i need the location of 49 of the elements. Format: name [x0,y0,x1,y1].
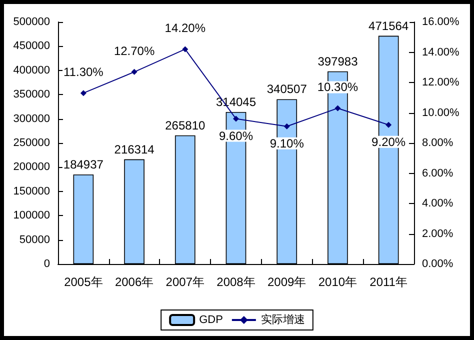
y-tick-label: 300000 [13,112,50,125]
legend-label: 实际增速 [260,313,305,326]
point [334,105,341,112]
y2-tick-label: 0.00% [422,258,454,270]
x-tick-label: 2005年 [64,275,103,289]
y-tick-label: 200000 [13,161,50,174]
y2-tick-label: 6.00% [422,167,454,180]
data-label: 10.30% [317,80,358,94]
data-label: 340507 [266,82,308,96]
y-tick-label: 0 [44,258,50,270]
point [233,116,239,122]
y-tick-label: 250000 [13,137,50,149]
data-label: 9.20% [372,134,406,149]
point [131,68,138,75]
data-label: 397983 [318,54,358,68]
data-label: 9.60% [218,128,254,143]
data-label: 9.10% [270,136,304,150]
x-tick-label: 2010年 [318,275,358,289]
y2-tick-label: 12.00% [422,76,460,88]
y-tick-label: 100000 [13,210,50,222]
point [284,123,290,130]
x-tick-label: 2006年 [114,275,154,289]
point [80,90,86,96]
data-label: 12.70% [114,44,155,58]
data-label: 11.30% [64,65,104,80]
y-tick-label: 150000 [13,185,50,198]
y2-tick-label: 10.00% [422,106,460,119]
y2-tick-label: 4.00% [422,198,454,210]
data-label: 216314 [114,142,155,156]
y2-tick-label: 2.00% [422,228,454,240]
point [182,46,188,52]
y-tick-label: 50000 [19,234,50,246]
y-tick-label: 350000 [13,88,50,101]
y-tick-label: 500000 [13,16,50,28]
data-label: 184937 [63,157,104,172]
data-label: 14.20% [164,21,206,36]
y2-tick-label: 16.00% [422,16,460,28]
x-tick-label: 2007年 [166,275,204,289]
point [386,122,392,128]
x-tick-label: 2011年 [370,275,408,289]
y2-tick-label: 14.00% [422,46,460,58]
x-tick-label: 2008年 [216,275,256,289]
y2-tick-label: 8.00% [422,137,454,149]
data-label: 265810 [165,118,206,132]
y-tick-label: 400000 [13,64,50,76]
x-tick-label: 2009年 [268,275,306,289]
y-tick-label: 450000 [13,40,50,52]
legend-label: GDP [199,314,223,326]
data-label: 471564 [368,18,409,33]
